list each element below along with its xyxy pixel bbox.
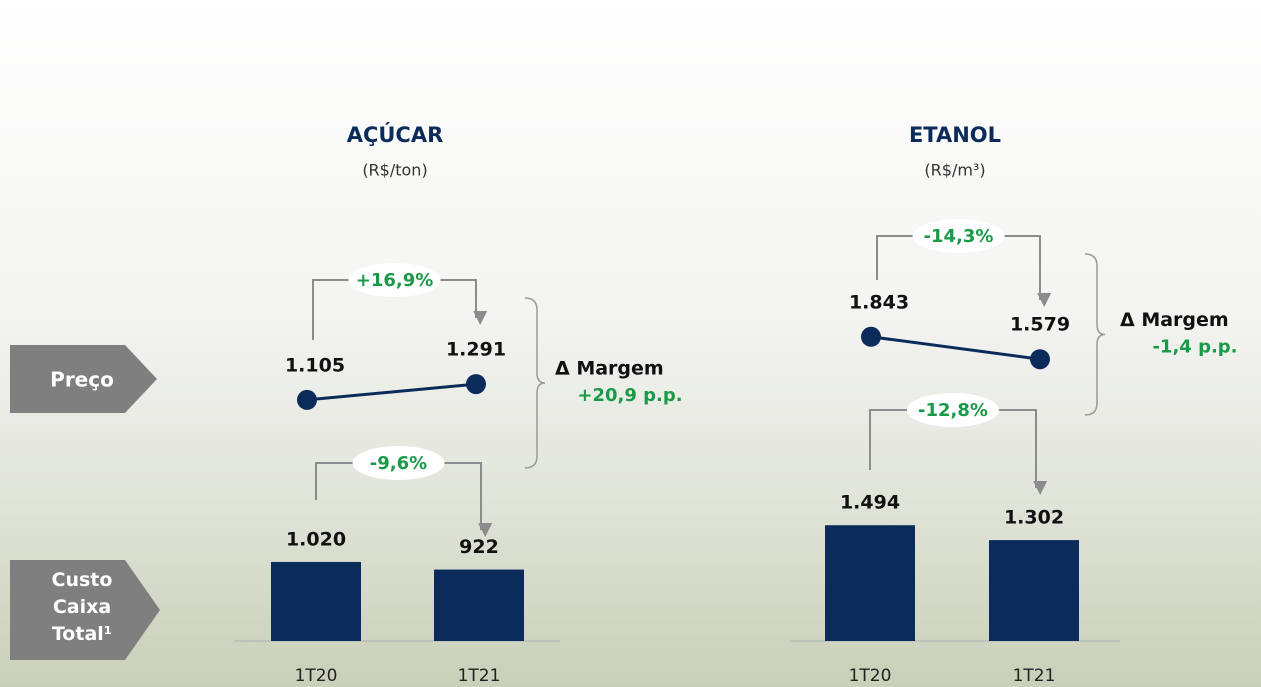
change-badge bbox=[352, 446, 445, 480]
cost-value-label: 1.302 bbox=[1004, 507, 1064, 529]
price-point bbox=[1030, 349, 1050, 370]
x-tick-label: 1T21 bbox=[458, 666, 501, 686]
margin-brace bbox=[1084, 253, 1106, 416]
margin-change: -1,4 p.p. bbox=[1152, 337, 1237, 358]
margin-label: Δ Margem bbox=[1120, 309, 1229, 331]
price-value-label: 1.105 bbox=[285, 354, 345, 376]
cost-value-label: 1.494 bbox=[840, 492, 900, 514]
change-badge bbox=[912, 219, 1005, 253]
cost-bar bbox=[271, 561, 361, 641]
row-label-shape bbox=[10, 345, 157, 413]
cost-bar bbox=[434, 569, 524, 641]
change-badge bbox=[348, 263, 441, 297]
price-value-label: 1.579 bbox=[1010, 314, 1070, 336]
margin-label: Δ Margem bbox=[555, 358, 664, 380]
chart-subtitle: (R$/ton) bbox=[362, 161, 427, 180]
change-label: +16,9% bbox=[356, 270, 434, 291]
row-label-text: Custo Caixa Total¹ bbox=[52, 569, 113, 645]
margin-brace bbox=[524, 297, 546, 469]
price-point bbox=[297, 389, 317, 410]
cost-bar bbox=[989, 540, 1079, 641]
margin-change: +20,9 p.p. bbox=[577, 385, 682, 406]
row-label: Preço bbox=[50, 368, 114, 392]
chart-title: AÇÚCAR bbox=[347, 122, 444, 147]
price-value-label: 1.843 bbox=[849, 291, 909, 313]
chart-subtitle: (R$/m³) bbox=[924, 161, 985, 180]
change-badge bbox=[907, 393, 999, 427]
price-point bbox=[861, 326, 881, 347]
cost-bar bbox=[825, 525, 915, 641]
change-label: -9,6% bbox=[370, 453, 427, 474]
x-tick-label: 1T20 bbox=[849, 666, 892, 686]
row-label: Custo Caixa Total¹ bbox=[52, 569, 113, 645]
cost-value-label: 922 bbox=[459, 536, 499, 558]
price-line bbox=[306, 382, 477, 402]
x-tick-label: 1T21 bbox=[1013, 666, 1056, 686]
price-line bbox=[870, 335, 1041, 361]
price-point bbox=[466, 374, 486, 395]
x-tick-label: 1T20 bbox=[295, 666, 338, 686]
change-label: -14,3% bbox=[924, 226, 994, 247]
change-label: -12,8% bbox=[918, 400, 988, 421]
chart-title: ETANOL bbox=[909, 123, 1001, 147]
row-label-shape bbox=[10, 560, 160, 660]
cost-value-label: 1.020 bbox=[286, 528, 346, 550]
price-value-label: 1.291 bbox=[446, 339, 506, 361]
